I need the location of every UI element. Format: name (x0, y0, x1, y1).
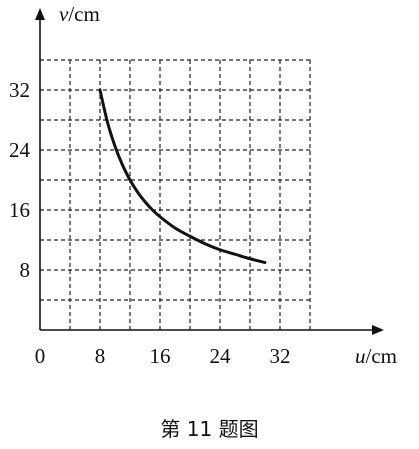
grid (40, 59, 311, 330)
chart: 0 8 16 24 32 8 16 24 32 v/cm u/cm (9, 2, 397, 368)
y-tick-label: 24 (9, 138, 31, 162)
data-curve (98, 88, 267, 264)
x-axis-label: u/cm (355, 344, 397, 368)
y-axis-arrow (35, 8, 45, 20)
x-tick-label: 24 (210, 344, 232, 368)
y-axis-label: v/cm (59, 2, 100, 26)
x-tick-label: 8 (95, 344, 106, 368)
x-tick-label: 32 (270, 344, 291, 368)
y-axis-variable: v (59, 2, 69, 26)
tick-labels: 0 8 16 24 32 8 16 24 32 (9, 78, 291, 368)
axes (35, 8, 384, 335)
y-axis-unit: /cm (68, 2, 100, 26)
x-tick-label: 16 (150, 344, 171, 368)
x-axis-unit: /cm (366, 344, 398, 368)
x-axis-arrow (372, 325, 384, 335)
y-tick-label: 8 (20, 258, 31, 282)
y-tick-label: 16 (9, 198, 30, 222)
figure-caption: 第 11 题图 (160, 417, 259, 441)
x-axis-variable: u (355, 344, 366, 368)
y-tick-label: 32 (9, 78, 30, 102)
x-tick-label: 0 (35, 344, 46, 368)
